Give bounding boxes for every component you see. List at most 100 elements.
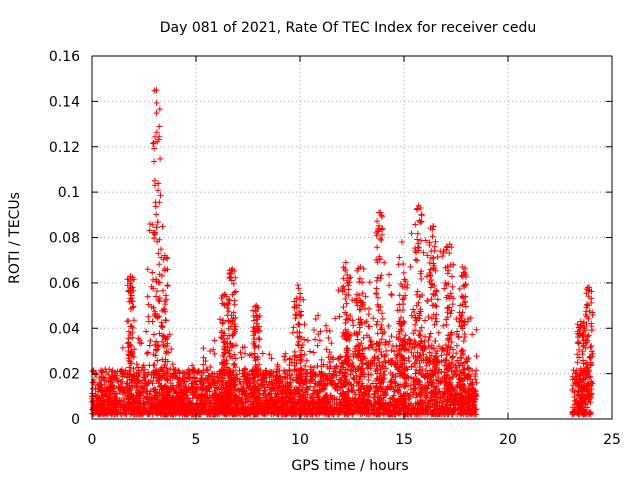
data-point — [424, 297, 431, 304]
data-point — [154, 219, 161, 226]
data-point — [232, 355, 239, 362]
data-point — [370, 315, 377, 322]
data-point — [156, 199, 163, 206]
data-point — [378, 237, 385, 244]
data-point — [303, 357, 310, 364]
data-point — [388, 333, 395, 340]
data-point — [435, 329, 442, 336]
data-point — [440, 322, 447, 329]
data-point — [146, 362, 153, 369]
data-point — [225, 350, 232, 357]
data-point — [207, 348, 214, 355]
data-point — [412, 370, 419, 377]
data-point — [152, 203, 159, 210]
data-point — [255, 343, 262, 350]
data-point — [373, 285, 380, 292]
data-point — [130, 317, 137, 324]
data-point — [376, 359, 383, 366]
data-point — [343, 300, 350, 307]
data-point — [374, 318, 381, 325]
data-point — [441, 362, 448, 369]
data-point — [119, 373, 126, 380]
data-point — [238, 354, 245, 361]
data-point — [144, 293, 151, 300]
data-point — [153, 224, 160, 231]
data-point — [106, 366, 113, 373]
data-point — [381, 259, 388, 266]
data-point — [156, 123, 163, 130]
data-point — [312, 336, 319, 343]
data-point — [370, 403, 377, 410]
data-point — [149, 380, 156, 387]
data-point — [318, 368, 325, 375]
data-point — [350, 322, 357, 329]
data-point — [307, 363, 314, 370]
data-point — [125, 328, 132, 335]
data-point — [225, 308, 232, 315]
data-point — [159, 324, 166, 331]
data-point — [326, 327, 333, 334]
data-point — [164, 283, 171, 290]
data-point — [150, 139, 157, 146]
data-point — [162, 292, 169, 299]
data-point — [374, 244, 381, 251]
data-point — [133, 361, 140, 368]
data-point — [326, 349, 333, 356]
data-point — [418, 211, 425, 218]
data-point — [366, 279, 373, 286]
data-point — [379, 310, 386, 317]
data-point — [433, 353, 440, 360]
data-point — [145, 313, 152, 320]
data-point — [295, 285, 302, 292]
data-point — [377, 275, 384, 282]
data-point — [138, 340, 145, 347]
data-point — [119, 344, 126, 351]
data-point — [473, 367, 480, 374]
data-point — [153, 110, 160, 117]
data-point — [297, 290, 304, 297]
data-point — [146, 342, 153, 349]
data-point — [400, 269, 407, 276]
data-point — [164, 266, 171, 273]
data-point — [378, 321, 385, 328]
data-point — [408, 374, 415, 381]
data-point — [158, 246, 165, 253]
data-point — [304, 337, 311, 344]
data-point — [367, 338, 374, 345]
data-point — [386, 338, 393, 345]
data-point — [395, 261, 402, 268]
data-point — [150, 235, 157, 242]
data-point — [349, 297, 356, 304]
data-point — [388, 292, 395, 299]
data-point — [422, 317, 429, 324]
data-point — [453, 316, 460, 323]
data-point — [407, 263, 414, 270]
data-point — [151, 158, 158, 165]
data-point — [219, 320, 226, 327]
data-point — [157, 155, 164, 162]
data-point — [156, 261, 163, 268]
data-point — [211, 350, 218, 357]
data-point — [145, 349, 152, 356]
data-point — [299, 342, 306, 349]
data-point — [282, 356, 289, 363]
data-point — [149, 269, 156, 276]
data-point — [227, 274, 234, 281]
data-point — [388, 291, 395, 298]
data-point — [138, 367, 145, 374]
data-point — [426, 349, 433, 356]
data-point — [160, 287, 167, 294]
data-point — [388, 347, 395, 354]
data-point — [391, 348, 398, 355]
data-point — [168, 345, 175, 352]
data-point — [147, 220, 154, 227]
data-point — [289, 329, 296, 336]
data-point — [124, 318, 131, 325]
data-point — [434, 296, 441, 303]
data-point — [150, 331, 157, 338]
data-point — [396, 292, 403, 299]
data-point — [386, 282, 393, 289]
data-point — [255, 334, 262, 341]
data-point — [418, 275, 425, 282]
